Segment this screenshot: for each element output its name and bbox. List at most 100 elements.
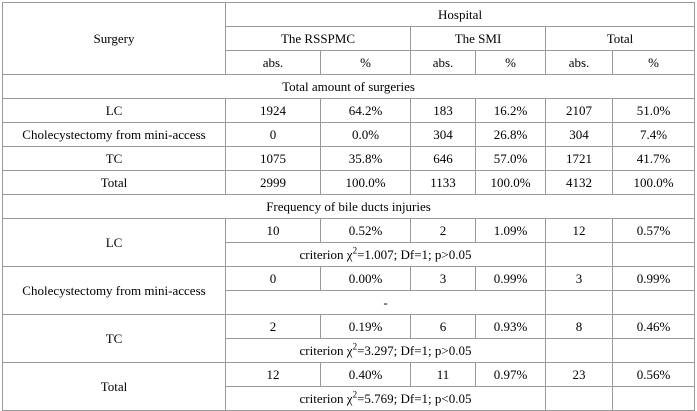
criterion-cell: criterion χ2=3.297; Df=1; p>0.05 (225, 338, 546, 363)
value-cell: 11 (410, 362, 476, 387)
value-cell: 4132 (545, 170, 613, 195)
group-header: The SMI (410, 26, 546, 51)
table-row: criterion χ2=1.007; Df=1; p>0.05 (3, 242, 696, 267)
value-cell: 7.4% (611, 122, 696, 147)
table-row: TC 2 0.19% 6 0.93% 8 0.46% (2, 314, 696, 363)
sub-header: % (611, 50, 696, 75)
row-label: LC (2, 218, 226, 267)
criterion-rest: =1.007; Df=1; p>0.05 (357, 246, 472, 262)
value-cell: 100.0% (611, 170, 696, 195)
sub-header: % (475, 50, 546, 75)
group-header: The RSSPMC (225, 26, 411, 51)
value-cell: 3 (545, 266, 613, 291)
value-cell: 3 (410, 266, 476, 291)
value-cell: 2999 (225, 170, 321, 195)
empty-cell (545, 290, 613, 315)
table-row: Total amount of surgeries (1, 74, 696, 99)
row-label: Cholecystectomy from mini-access (2, 122, 226, 147)
row-label: Cholecystectomy from mini-access (2, 266, 226, 315)
value-cell: 57.0% (475, 146, 546, 171)
value-cell: 0.93% (475, 314, 546, 339)
table-row: Cholecystectomy from mini-access 0 0.00% 3 0… (2, 266, 696, 315)
value-cell: 2 (410, 218, 476, 243)
value-cell: 0.57% (611, 218, 696, 243)
value-cell: 1075 (225, 146, 321, 171)
row-label: TC (2, 314, 226, 363)
empty-cell (611, 242, 696, 267)
value-cell: 1133 (410, 170, 476, 195)
value-cell: 0.00% (320, 266, 411, 291)
value-cell: 1721 (545, 146, 613, 171)
value-cell: 0.19% (320, 314, 411, 339)
value-cell: 0.99% (475, 266, 546, 291)
value-cell: 0.0% (320, 122, 411, 147)
value-cell: 183 (410, 98, 476, 123)
value-cell: 0.52% (320, 218, 411, 243)
criterion-sup: 2 (352, 389, 358, 400)
value-cell: 23 (545, 362, 613, 387)
value-cell: 35.8% (320, 146, 411, 171)
table-row: criterion χ2=3.297; Df=1; p>0.05 (3, 338, 696, 363)
value-cell: 646 (410, 146, 476, 171)
value-cell: 0 (225, 122, 321, 147)
value-cell: 12 (225, 362, 321, 387)
criterion-cell: criterion χ2=5.769; Df=1; p<0.05 (225, 386, 546, 411)
criterion-prefix: criterion χ (299, 246, 353, 262)
table-row: Cholecystectomy from mini-access 0 0.0% 304… (2, 122, 696, 147)
value-cell: 2 (225, 314, 321, 339)
value-cell: 0.56% (611, 362, 696, 387)
value-cell: 1.09% (475, 218, 546, 243)
group-header: Total (544, 26, 696, 51)
table-row: Frequency of bile ducts injuries (1, 194, 696, 219)
table-row: Total 2999 100.0% 1133 100.0% 4132 100.0% (2, 170, 696, 195)
table-row: The RSSPMC The SMI Total (3, 26, 696, 51)
value-cell: 51.0% (611, 98, 696, 123)
criterion-rest: =3.297; Df=1; p>0.05 (357, 342, 472, 358)
empty-cell (545, 242, 613, 267)
value-cell: 304 (410, 122, 476, 147)
table-row: LC 1924 64.2% 183 16.2% 2107 51.0% (2, 98, 696, 123)
row-label: LC (2, 98, 226, 123)
table-row: criterion χ2=5.769; Df=1; p<0.05 (3, 386, 696, 411)
section-title: Total amount of surgeries (1, 74, 696, 99)
row-label: TC (2, 146, 226, 171)
criterion-cell: - (225, 290, 546, 315)
table-row: - (3, 290, 696, 315)
empty-cell (611, 386, 696, 411)
value-cell: 0.46% (611, 314, 696, 339)
criterion-rest: =5.769; Df=1; p<0.05 (357, 390, 472, 406)
table-row: LC 10 0.52% 2 1.09% 12 0.57% (2, 218, 696, 267)
criterion-prefix: criterion χ (299, 342, 353, 358)
section-title: Frequency of bile ducts injuries (1, 194, 696, 219)
row-label: Total (2, 362, 226, 411)
row-label: Total (2, 170, 226, 195)
criterion-prefix: criterion χ (299, 390, 353, 406)
sub-header: abs. (545, 50, 613, 75)
value-cell: 41.7% (611, 146, 696, 171)
value-cell: 100.0% (475, 170, 546, 195)
header-cell: Hospital (224, 2, 696, 27)
value-cell: 16.2% (475, 98, 546, 123)
value-cell: 64.2% (320, 98, 411, 123)
value-cell: 304 (545, 122, 613, 147)
table-row: Surgery Hospital (2, 2, 696, 75)
header-cell: Surgery (2, 2, 226, 75)
value-cell: 0.40% (320, 362, 411, 387)
table-row: abs.% abs.% abs.% (3, 50, 696, 75)
criterion-sup: 2 (352, 341, 358, 352)
value-cell: 6 (410, 314, 476, 339)
value-cell: 1924 (225, 98, 321, 123)
table-row: Total 12 0.40% 11 0.97% 23 0.56% (2, 362, 696, 411)
criterion-cell: criterion χ2=1.007; Df=1; p>0.05 (225, 242, 546, 267)
value-cell: 12 (545, 218, 613, 243)
value-cell: 100.0% (320, 170, 411, 195)
empty-cell (545, 386, 613, 411)
value-cell: 2107 (545, 98, 613, 123)
empty-cell (545, 338, 613, 363)
value-cell: 10 (225, 218, 321, 243)
value-cell: 26.8% (475, 122, 546, 147)
table-row: TC 1075 35.8% 646 57.0% 1721 41.7% (2, 146, 696, 171)
